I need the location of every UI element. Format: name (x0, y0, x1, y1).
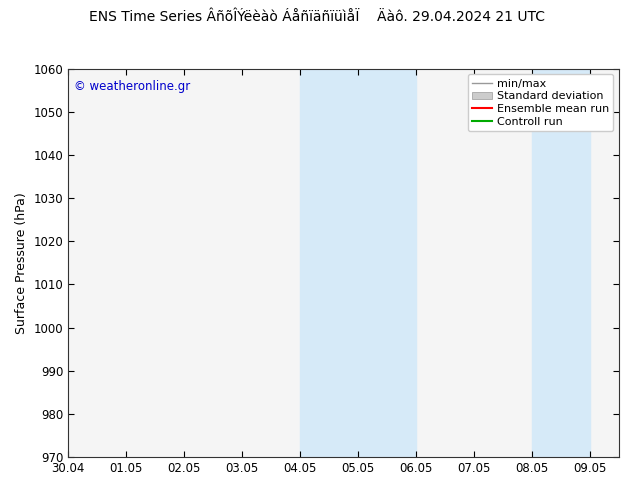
Text: © weatheronline.gr: © weatheronline.gr (74, 80, 190, 93)
Legend: min/max, Standard deviation, Ensemble mean run, Controll run: min/max, Standard deviation, Ensemble me… (468, 74, 614, 131)
Text: ENS Time Series ÂñõÎÝëèàò ÁåñïäñïüìåÏ    Äàô. 29.04.2024 21 UTC: ENS Time Series ÂñõÎÝëèàò ÁåñïäñïüìåÏ Äà… (89, 10, 545, 24)
Y-axis label: Surface Pressure (hPa): Surface Pressure (hPa) (15, 192, 28, 334)
Bar (532, 69, 590, 457)
Bar (300, 69, 416, 457)
